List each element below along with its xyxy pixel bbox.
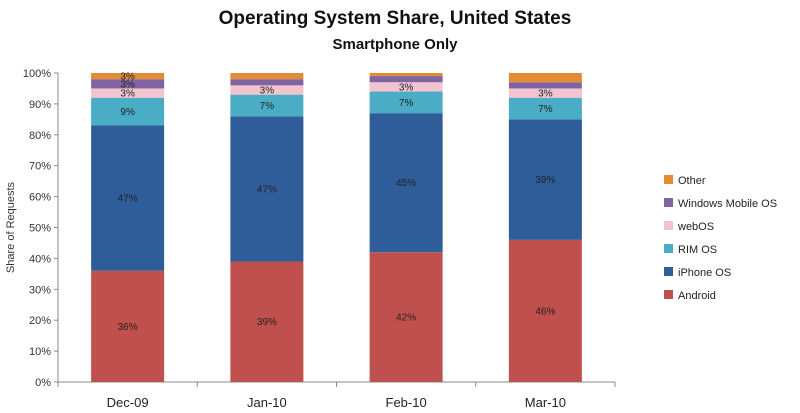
- bar-segment: [508, 97, 582, 120]
- chart-subtitle: Smartphone Only: [332, 36, 458, 53]
- bar-segment: [369, 82, 443, 92]
- y-tick-label: 80%: [29, 130, 51, 142]
- bar-segment: [369, 252, 443, 382]
- bar-segment: [508, 119, 582, 240]
- data-label: 47%: [118, 194, 138, 205]
- legend-label: webOS: [677, 221, 714, 233]
- bar-segment: [508, 239, 582, 382]
- bar-segment: [369, 113, 443, 253]
- legend-swatch: [664, 267, 673, 276]
- legend-label: Other: [678, 175, 706, 187]
- y-tick-label: 0%: [35, 377, 51, 389]
- legend-label: RIM OS: [678, 244, 717, 256]
- y-tick-label: 40%: [29, 253, 51, 265]
- y-tick-label: 70%: [29, 161, 51, 173]
- bar-segment: [369, 91, 443, 114]
- data-label: 3%: [260, 85, 275, 96]
- data-label: 7%: [399, 98, 414, 109]
- data-label: 46%: [535, 306, 555, 317]
- data-label: 3%: [399, 82, 414, 93]
- bar-segment: [508, 88, 582, 98]
- bar-segment: [230, 85, 304, 95]
- x-tick-label: Dec-09: [107, 395, 149, 410]
- legend-swatch: [664, 198, 673, 207]
- bar-segment: [230, 94, 304, 117]
- y-tick-label: 90%: [29, 99, 51, 111]
- data-label: 45%: [396, 178, 416, 189]
- y-axis-title: Share of Requests: [5, 181, 17, 273]
- x-tick-label: Feb-10: [386, 395, 427, 410]
- chart-title: Operating System Share, United States: [218, 8, 572, 29]
- legend-swatch: [664, 221, 673, 230]
- data-label: 7%: [538, 104, 553, 115]
- legend-swatch: [664, 290, 673, 299]
- data-label: 47%: [257, 184, 277, 195]
- data-label: 42%: [396, 313, 416, 324]
- bar-segment: [230, 261, 304, 382]
- legend-swatch: [664, 175, 673, 184]
- legend-label: Windows Mobile OS: [678, 198, 777, 210]
- bar-segment: [230, 73, 304, 80]
- y-tick-label: 10%: [29, 346, 51, 358]
- data-label: 9%: [120, 107, 135, 118]
- data-label: 39%: [257, 317, 277, 328]
- data-label: 3%: [120, 79, 135, 90]
- bar-segment: [508, 73, 582, 83]
- x-tick-label: Mar-10: [525, 395, 566, 410]
- bar-segment: [508, 82, 582, 89]
- bar-segment: [230, 116, 304, 262]
- y-tick-label: 60%: [29, 192, 51, 204]
- bar-segment: [369, 76, 443, 83]
- bar-segment: [91, 270, 165, 382]
- data-label: 3%: [538, 89, 553, 100]
- data-label: 7%: [260, 101, 275, 112]
- y-tick-label: 30%: [29, 284, 51, 296]
- legend-swatch: [664, 244, 673, 253]
- bar-segment: [91, 73, 165, 80]
- bar-segment: [91, 79, 165, 89]
- y-tick-label: 50%: [29, 223, 51, 235]
- bar-segment: [369, 73, 443, 77]
- data-label: 3%: [120, 89, 135, 100]
- data-label: 36%: [118, 322, 138, 333]
- data-label: 39%: [535, 175, 555, 186]
- x-tick-label: Jan-10: [247, 395, 287, 410]
- y-tick-label: 100%: [23, 68, 51, 80]
- data-label: 3%: [120, 72, 135, 83]
- legend-label: iPhone OS: [678, 267, 731, 279]
- bar-segment: [91, 88, 165, 98]
- bar-segment: [91, 125, 165, 271]
- bar-segment: [91, 97, 165, 126]
- bar-segment: [230, 79, 304, 86]
- y-tick-label: 20%: [29, 315, 51, 327]
- legend-label: Android: [678, 290, 716, 302]
